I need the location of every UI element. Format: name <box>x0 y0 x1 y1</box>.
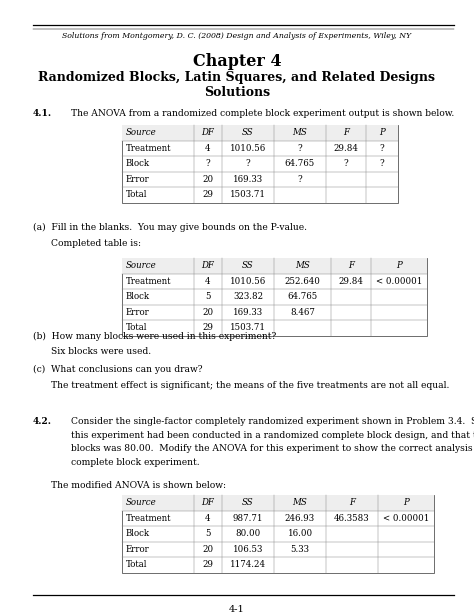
Text: Block: Block <box>126 292 150 301</box>
Text: 4-1: 4-1 <box>229 605 245 613</box>
Text: ?: ? <box>206 159 210 168</box>
Text: 4.2.: 4.2. <box>33 417 52 426</box>
Text: 323.82: 323.82 <box>233 292 263 301</box>
Text: (c)  What conclusions can you draw?: (c) What conclusions can you draw? <box>33 365 202 374</box>
Text: 29.84: 29.84 <box>334 144 358 153</box>
Text: Consider the single-factor completely randomized experiment shown in Problem 3.4: Consider the single-factor completely ra… <box>71 417 474 426</box>
Text: 4: 4 <box>205 514 211 523</box>
Text: SS: SS <box>242 498 254 507</box>
Text: Treatment: Treatment <box>126 514 172 523</box>
Text: ?: ? <box>246 159 250 168</box>
Text: 252.640: 252.640 <box>284 276 320 286</box>
Text: Error: Error <box>126 308 150 317</box>
Text: Solutions from Montgomery, D. C. (2008) Design and Analysis of Experiments, Wile: Solutions from Montgomery, D. C. (2008) … <box>63 32 411 40</box>
Text: Block: Block <box>126 529 150 538</box>
Text: Total: Total <box>126 323 147 332</box>
Text: this experiment had been conducted in a randomized complete block design, and th: this experiment had been conducted in a … <box>71 430 474 440</box>
Text: Total: Total <box>126 190 147 199</box>
Bar <box>122 495 434 511</box>
Text: Total: Total <box>126 560 147 569</box>
Text: Completed table is:: Completed table is: <box>51 239 141 248</box>
Text: MS: MS <box>292 498 307 507</box>
Text: 5: 5 <box>205 292 211 301</box>
Text: 4.1.: 4.1. <box>33 109 52 118</box>
Text: 1010.56: 1010.56 <box>230 144 266 153</box>
Text: 987.71: 987.71 <box>233 514 263 523</box>
Text: 169.33: 169.33 <box>233 308 263 317</box>
Text: 29.84: 29.84 <box>338 276 364 286</box>
Text: 8.467: 8.467 <box>290 308 315 317</box>
Text: 246.93: 246.93 <box>285 514 315 523</box>
Text: 29: 29 <box>202 190 213 199</box>
Text: 169.33: 169.33 <box>233 175 263 184</box>
Text: 20: 20 <box>202 545 214 554</box>
Text: DF: DF <box>201 261 214 270</box>
Text: 80.00: 80.00 <box>236 529 261 538</box>
Text: 64.765: 64.765 <box>287 292 318 301</box>
Text: Solutions: Solutions <box>204 85 270 99</box>
Text: MS: MS <box>295 261 310 270</box>
Text: P: P <box>396 261 402 270</box>
Text: DF: DF <box>201 498 214 507</box>
Text: 29: 29 <box>202 560 213 569</box>
Text: ?: ? <box>298 175 302 184</box>
Text: 1010.56: 1010.56 <box>230 276 266 286</box>
Text: DF: DF <box>201 128 214 137</box>
Text: 1503.71: 1503.71 <box>230 323 266 332</box>
Text: F: F <box>348 261 354 270</box>
Text: Six blocks were used.: Six blocks were used. <box>51 348 151 357</box>
Text: The modified ANOVA is shown below:: The modified ANOVA is shown below: <box>51 481 226 490</box>
Bar <box>122 258 427 273</box>
Text: F: F <box>349 498 355 507</box>
Text: 20: 20 <box>202 308 214 317</box>
Text: Error: Error <box>126 545 150 554</box>
Text: P: P <box>379 128 385 137</box>
Bar <box>122 495 434 573</box>
Text: 5: 5 <box>205 529 211 538</box>
Text: 16.00: 16.00 <box>287 529 312 538</box>
Text: < 0.00001: < 0.00001 <box>376 276 422 286</box>
Text: ?: ? <box>380 159 384 168</box>
Text: MS: MS <box>292 128 307 137</box>
Text: Treatment: Treatment <box>126 276 172 286</box>
Text: 1503.71: 1503.71 <box>230 190 266 199</box>
Text: 64.765: 64.765 <box>285 159 315 168</box>
Text: 5.33: 5.33 <box>291 545 310 554</box>
Text: P: P <box>403 498 409 507</box>
Text: Error: Error <box>126 175 150 184</box>
Text: Source: Source <box>126 498 157 507</box>
Text: blocks was 80.00.  Modify the ANOVA for this experiment to show the correct anal: blocks was 80.00. Modify the ANOVA for t… <box>71 444 474 453</box>
Text: SS: SS <box>242 128 254 137</box>
Text: F: F <box>343 128 349 137</box>
Text: Randomized Blocks, Latin Squares, and Related Designs: Randomized Blocks, Latin Squares, and Re… <box>38 70 436 83</box>
Text: Block: Block <box>126 159 150 168</box>
Text: (a)  Fill in the blanks.  You may give bounds on the P-value.: (a) Fill in the blanks. You may give bou… <box>33 223 307 232</box>
Text: ?: ? <box>298 144 302 153</box>
Text: ?: ? <box>344 159 348 168</box>
Text: < 0.00001: < 0.00001 <box>383 514 429 523</box>
Text: 46.3583: 46.3583 <box>334 514 370 523</box>
Text: SS: SS <box>242 261 254 270</box>
Text: complete block experiment.: complete block experiment. <box>71 457 200 466</box>
Bar <box>122 258 427 335</box>
Text: Chapter 4: Chapter 4 <box>193 53 281 69</box>
Text: 106.53: 106.53 <box>233 545 263 554</box>
Text: Source: Source <box>126 128 157 137</box>
Text: Treatment: Treatment <box>126 144 172 153</box>
Text: (b)  How many blocks were used in this experiment?: (b) How many blocks were used in this ex… <box>33 332 276 341</box>
Bar <box>122 125 398 202</box>
Text: 4: 4 <box>205 144 211 153</box>
Text: 4: 4 <box>205 276 211 286</box>
Text: Source: Source <box>126 261 157 270</box>
Text: 29: 29 <box>202 323 213 332</box>
Text: The treatment effect is significant; the means of the five treatments are not al: The treatment effect is significant; the… <box>51 381 449 389</box>
Bar <box>122 125 398 140</box>
Text: 20: 20 <box>202 175 214 184</box>
Text: 1174.24: 1174.24 <box>230 560 266 569</box>
Text: The ANOVA from a randomized complete block experiment output is shown below.: The ANOVA from a randomized complete blo… <box>71 109 454 118</box>
Text: ?: ? <box>380 144 384 153</box>
